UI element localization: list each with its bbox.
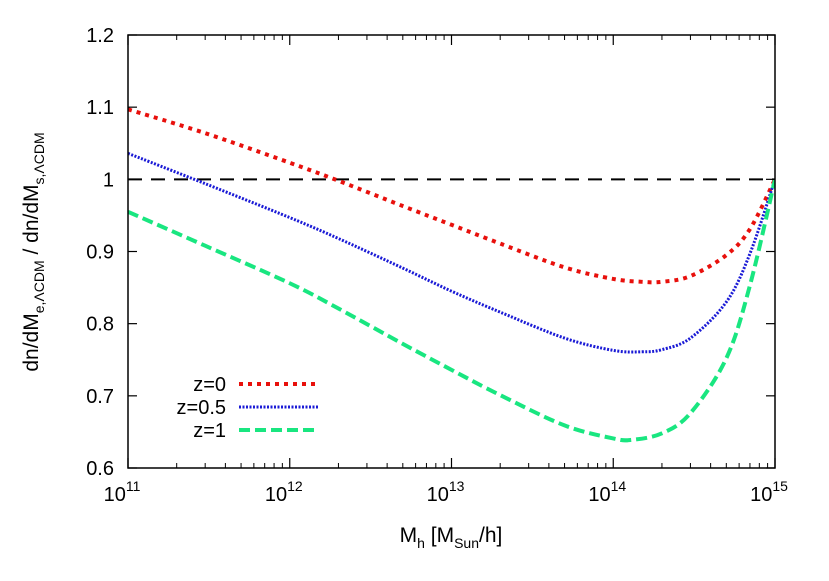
x-tick-exponent: 13: [449, 478, 465, 494]
x-label-end: /h]: [479, 524, 502, 547]
y-label-sub-b: s,ΛCDM: [31, 132, 47, 184]
y-tick-label: 0.8: [86, 314, 114, 336]
legend-label: z=0.5: [177, 397, 226, 419]
y-axis-label: dn/dMe,ΛCDM / dn/dMs,ΛCDM: [20, 132, 47, 371]
y-label-part-b: / dn/dM: [20, 184, 43, 260]
x-tick-exponent: 11: [126, 478, 141, 494]
x-label-main: M: [400, 524, 418, 547]
legend: z=0z=0.5z=1: [177, 374, 318, 442]
x-axis-label: Mh [MSun/h]: [400, 524, 503, 551]
y-label-part-a: dn/dM: [20, 313, 43, 371]
plot-frame: [127, 34, 776, 469]
y-label-sub-a: e,ΛCDM: [31, 260, 47, 313]
y-tick-label: 0.7: [86, 386, 114, 408]
y-tick-label: 0.9: [86, 242, 114, 264]
x-tick-base: 10: [588, 484, 610, 506]
series-line-1: [128, 107, 775, 285]
y-tick-label: 0.6: [86, 458, 114, 480]
x-tick-base: 10: [265, 484, 287, 506]
series-line-3: [128, 178, 775, 443]
x-label-mid: [M: [425, 524, 454, 547]
x-tick-exponent: 12: [287, 478, 303, 494]
x-tick-label: 1011: [104, 478, 141, 506]
x-tick-label: 1012: [265, 478, 303, 506]
x-tick-base: 10: [427, 484, 449, 506]
x-tick-base: 10: [104, 484, 126, 506]
series-layer: [128, 107, 775, 443]
x-tick-label: 1013: [427, 478, 465, 506]
y-tick-label: 1.1: [86, 97, 114, 119]
y-tick-label: 1.2: [86, 25, 114, 47]
x-label-sub-sun: Sun: [454, 535, 479, 551]
legend-label: z=0: [193, 374, 226, 396]
x-tick-exponent: 15: [772, 478, 788, 494]
legend-label: z=1: [193, 420, 226, 442]
x-tick-label: 1015: [750, 478, 788, 506]
series-line-2: [128, 151, 775, 354]
x-label-sub-h: h: [417, 535, 425, 551]
x-tick-base: 10: [750, 484, 772, 506]
x-tick-exponent: 14: [611, 478, 627, 494]
y-tick-label: 1: [103, 169, 114, 191]
x-tick-label: 1014: [588, 478, 626, 506]
